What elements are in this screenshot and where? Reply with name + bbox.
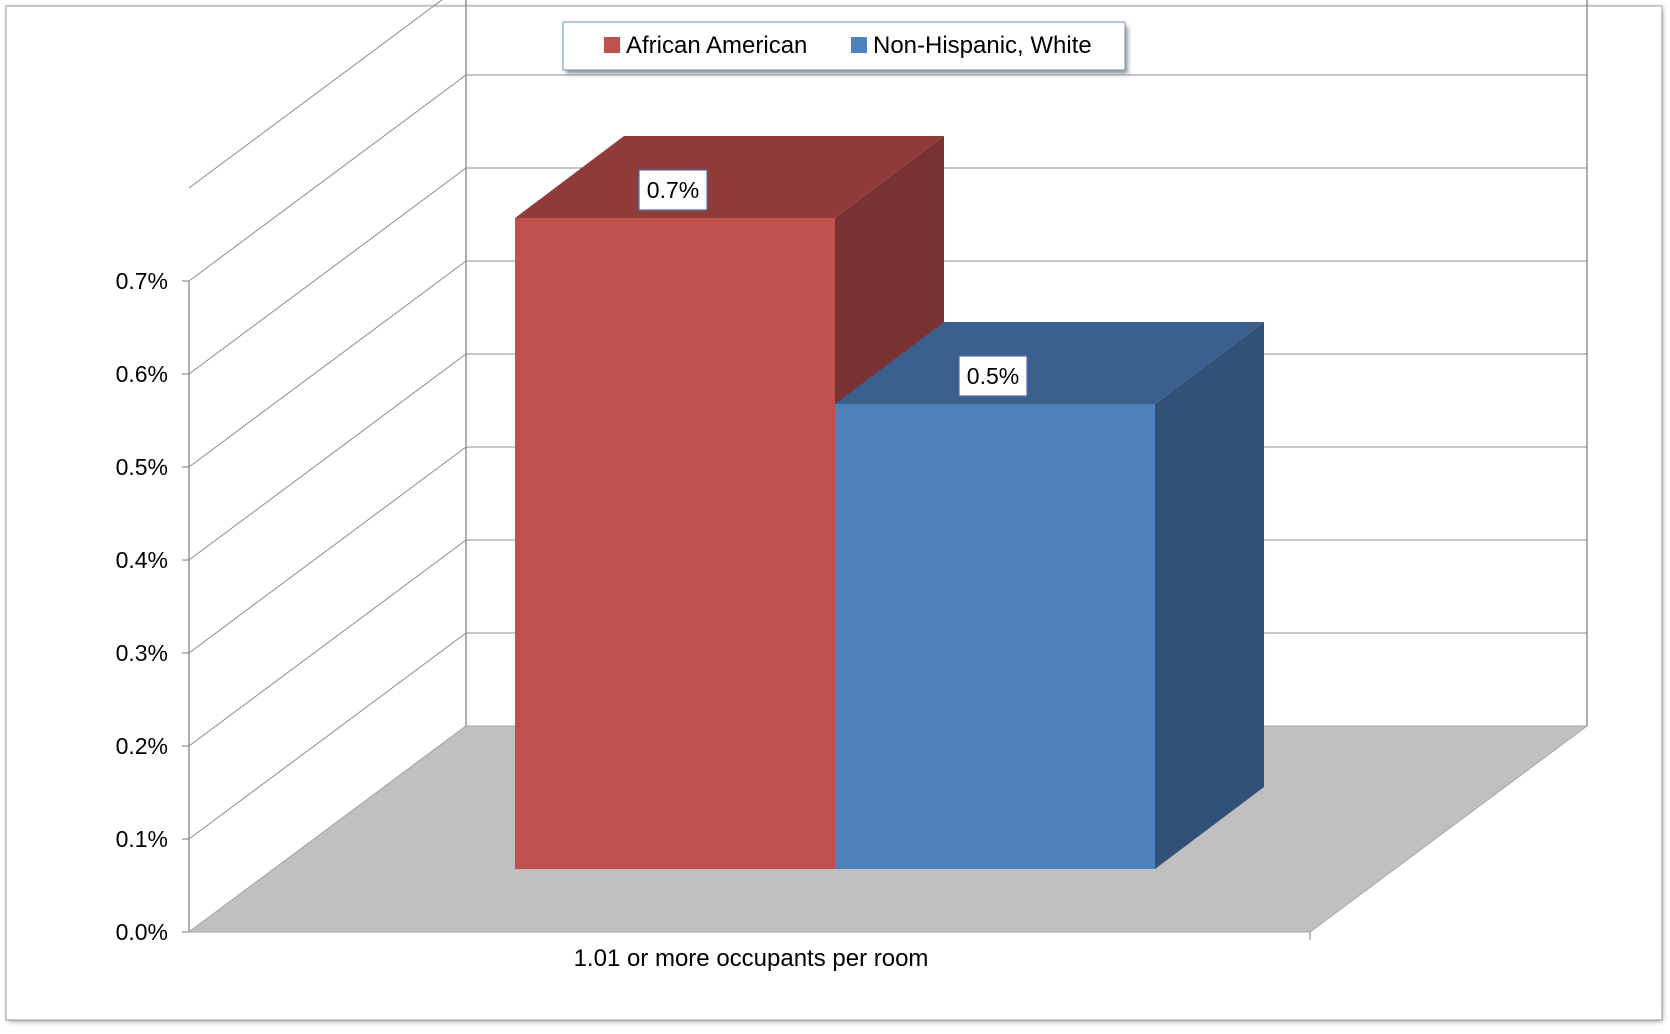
legend-label-non-hispanic-white: Non-Hispanic, White xyxy=(873,32,1092,59)
gridline-side-4 xyxy=(188,353,467,561)
bar-front-african-american xyxy=(515,218,835,869)
y-tick-label-5: 0.5% xyxy=(116,454,168,480)
legend: African American Non-Hispanic, White xyxy=(562,21,1128,74)
plot-area: 0.0% 0.1% 0.2% 0.3% 0.4% 0.5% 0.6% 0.7% 0.7% 0.5% xyxy=(116,0,1589,945)
category-label: 1.01 or more occupants per room xyxy=(574,945,929,972)
gridline-side-2 xyxy=(188,539,467,747)
gridline-side-8 xyxy=(188,0,443,189)
data-label-african-american: 0.7% xyxy=(647,177,699,203)
data-label-box-non-hispanic-white xyxy=(958,355,1028,397)
legend-label-african-american: African American xyxy=(626,32,807,59)
y-tick-label-3: 0.3% xyxy=(116,640,168,666)
data-label-non-hispanic-white: 0.5% xyxy=(967,363,1019,389)
bar-front-non-hispanic-white xyxy=(835,404,1155,869)
y-tick-label-6: 0.6% xyxy=(116,361,168,387)
gridline-side-7 xyxy=(188,74,467,282)
bar-top-african-american xyxy=(515,136,944,218)
gridline-side-6 xyxy=(188,167,467,375)
legend-swatch-non-hispanic-white xyxy=(851,37,867,53)
y-tick-label-0: 0.0% xyxy=(116,919,168,945)
gridline-side-5 xyxy=(188,260,467,468)
bar-top-non-hispanic-white xyxy=(835,322,1264,404)
legend-box xyxy=(562,21,1126,71)
y-tick-label-7: 0.7% xyxy=(116,268,168,294)
y-tick-label-1: 0.1% xyxy=(116,826,168,852)
y-tick-label-4: 0.4% xyxy=(116,547,168,573)
data-label-box-african-american xyxy=(638,169,708,211)
legend-swatch-african-american xyxy=(604,37,620,53)
gridline-side-1 xyxy=(188,632,467,840)
bar-side-non-hispanic-white xyxy=(1155,322,1264,869)
y-tick-label-2: 0.2% xyxy=(116,733,168,759)
gridline-side-3 xyxy=(188,446,467,654)
